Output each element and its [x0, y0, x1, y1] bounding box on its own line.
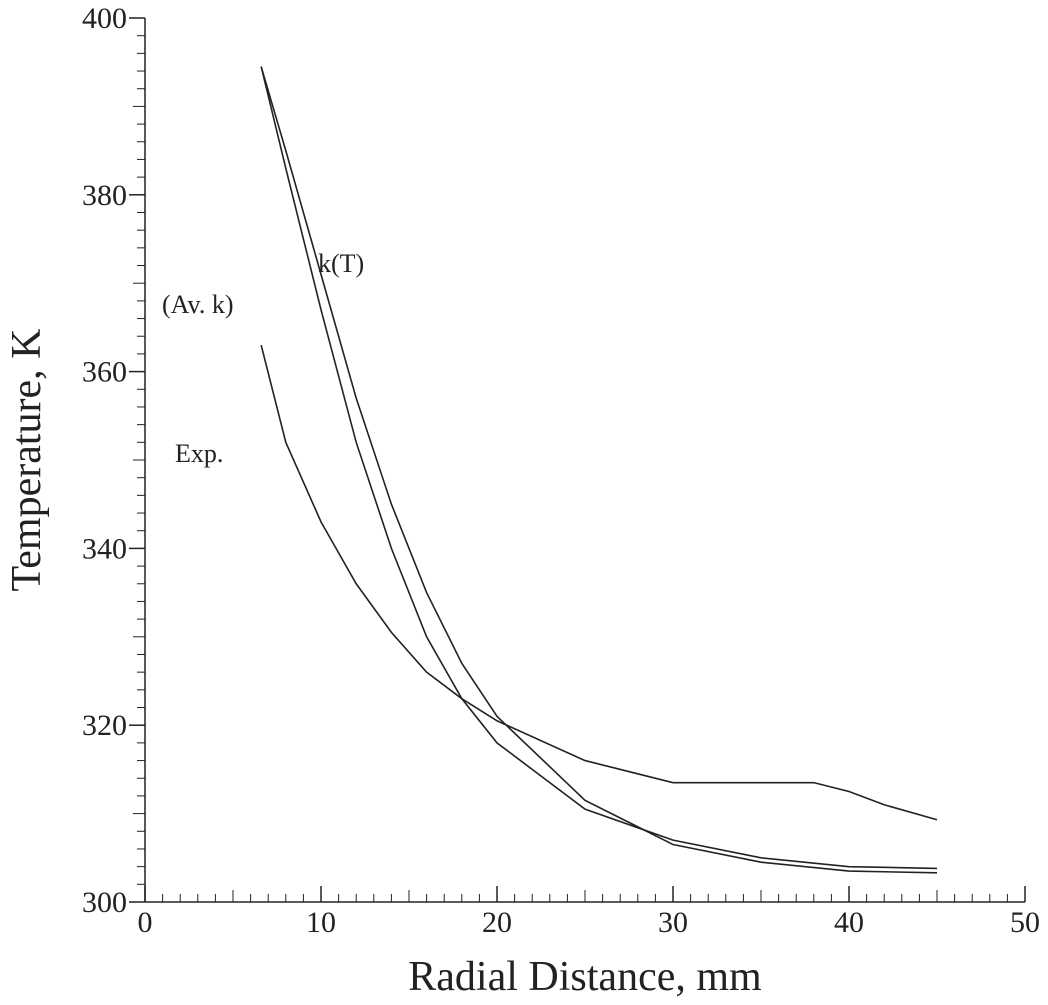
- series-label: (Av. k): [162, 290, 233, 319]
- x-tick-label: 0: [138, 906, 153, 939]
- data-line: [261, 67, 937, 869]
- y-axis-label: Temperature, K: [4, 329, 50, 592]
- y-tick-label: 360: [82, 356, 127, 389]
- y-tick-label: 340: [82, 532, 127, 565]
- y-tick-label: 300: [82, 886, 127, 919]
- x-tick-label: 10: [306, 906, 336, 939]
- x-tick-label: 40: [834, 906, 864, 939]
- data-line: [261, 67, 937, 873]
- y-tick-label: 320: [82, 709, 127, 742]
- x-tick-label: 50: [1010, 906, 1040, 939]
- y-tick-label: 380: [82, 179, 127, 212]
- series-label: Exp.: [175, 439, 223, 468]
- series-label: k(T): [318, 249, 364, 278]
- y-tick-label: 400: [82, 2, 127, 35]
- x-axis-label: Radial Distance, mm: [408, 954, 762, 1000]
- x-tick-label: 30: [658, 906, 688, 939]
- x-tick-label: 20: [482, 906, 512, 939]
- chart: Radial Distance, mm Temperature, K 0 10 20…: [0, 0, 1048, 1000]
